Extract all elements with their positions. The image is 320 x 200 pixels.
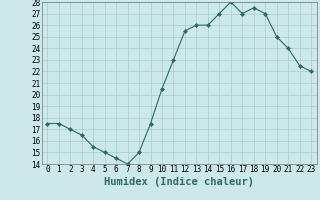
X-axis label: Humidex (Indice chaleur): Humidex (Indice chaleur)	[104, 177, 254, 187]
